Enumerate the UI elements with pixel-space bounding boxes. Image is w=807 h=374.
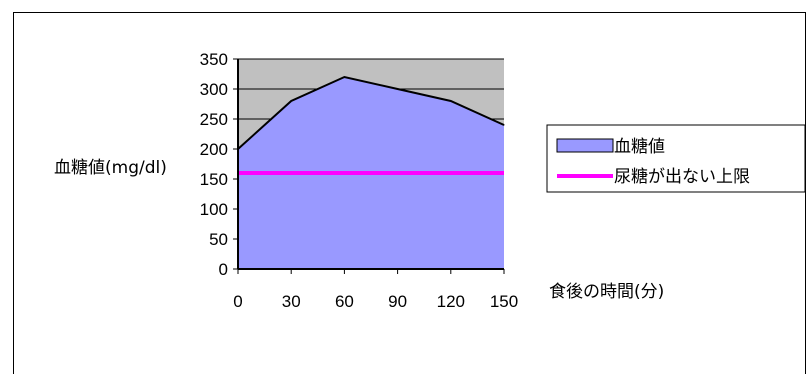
legend-swatch-blood-glucose	[556, 138, 614, 153]
x-tick-label: 150	[490, 292, 518, 311]
y-tick-label: 300	[200, 80, 228, 99]
point-blood-glucose	[450, 100, 452, 102]
point-blood-glucose	[343, 76, 345, 78]
plot-area	[237, 58, 505, 269]
y-tick-label: 0	[219, 260, 228, 279]
point-blood-glucose	[397, 88, 399, 90]
y-tick-label: 100	[200, 200, 228, 219]
legend-label-threshold: 尿糖が出ない上限	[614, 167, 750, 187]
point-blood-glucose	[290, 100, 292, 102]
y-tick-label: 200	[200, 140, 228, 159]
legend: 血糖値 尿糖が出ない上限	[546, 124, 806, 193]
area-outline-blood-glucose	[237, 75, 505, 150]
legend-label-blood-glucose: 血糖値	[614, 137, 665, 157]
x-tick-label: 90	[388, 292, 407, 311]
y-tick-label: 50	[209, 230, 228, 249]
legend-box	[546, 124, 806, 193]
x-tick-label: 60	[335, 292, 354, 311]
x-axis-title: 食後の時間(分)	[549, 282, 664, 302]
y-axis-title: 血糖値(mg/dl)	[54, 158, 167, 178]
y-tick-label: 150	[200, 170, 228, 189]
axes: 0 50 100 150 200 250 300 350 0 30 60 90 120 150	[200, 50, 519, 311]
y-tick-label: 250	[200, 110, 228, 129]
x-tick-label: 120	[437, 292, 465, 311]
y-tick-label: 350	[200, 50, 228, 69]
point-blood-glucose	[503, 124, 505, 126]
x-tick-label: 0	[233, 292, 242, 311]
chart-frame	[13, 12, 806, 374]
x-tick-label: 30	[282, 292, 301, 311]
